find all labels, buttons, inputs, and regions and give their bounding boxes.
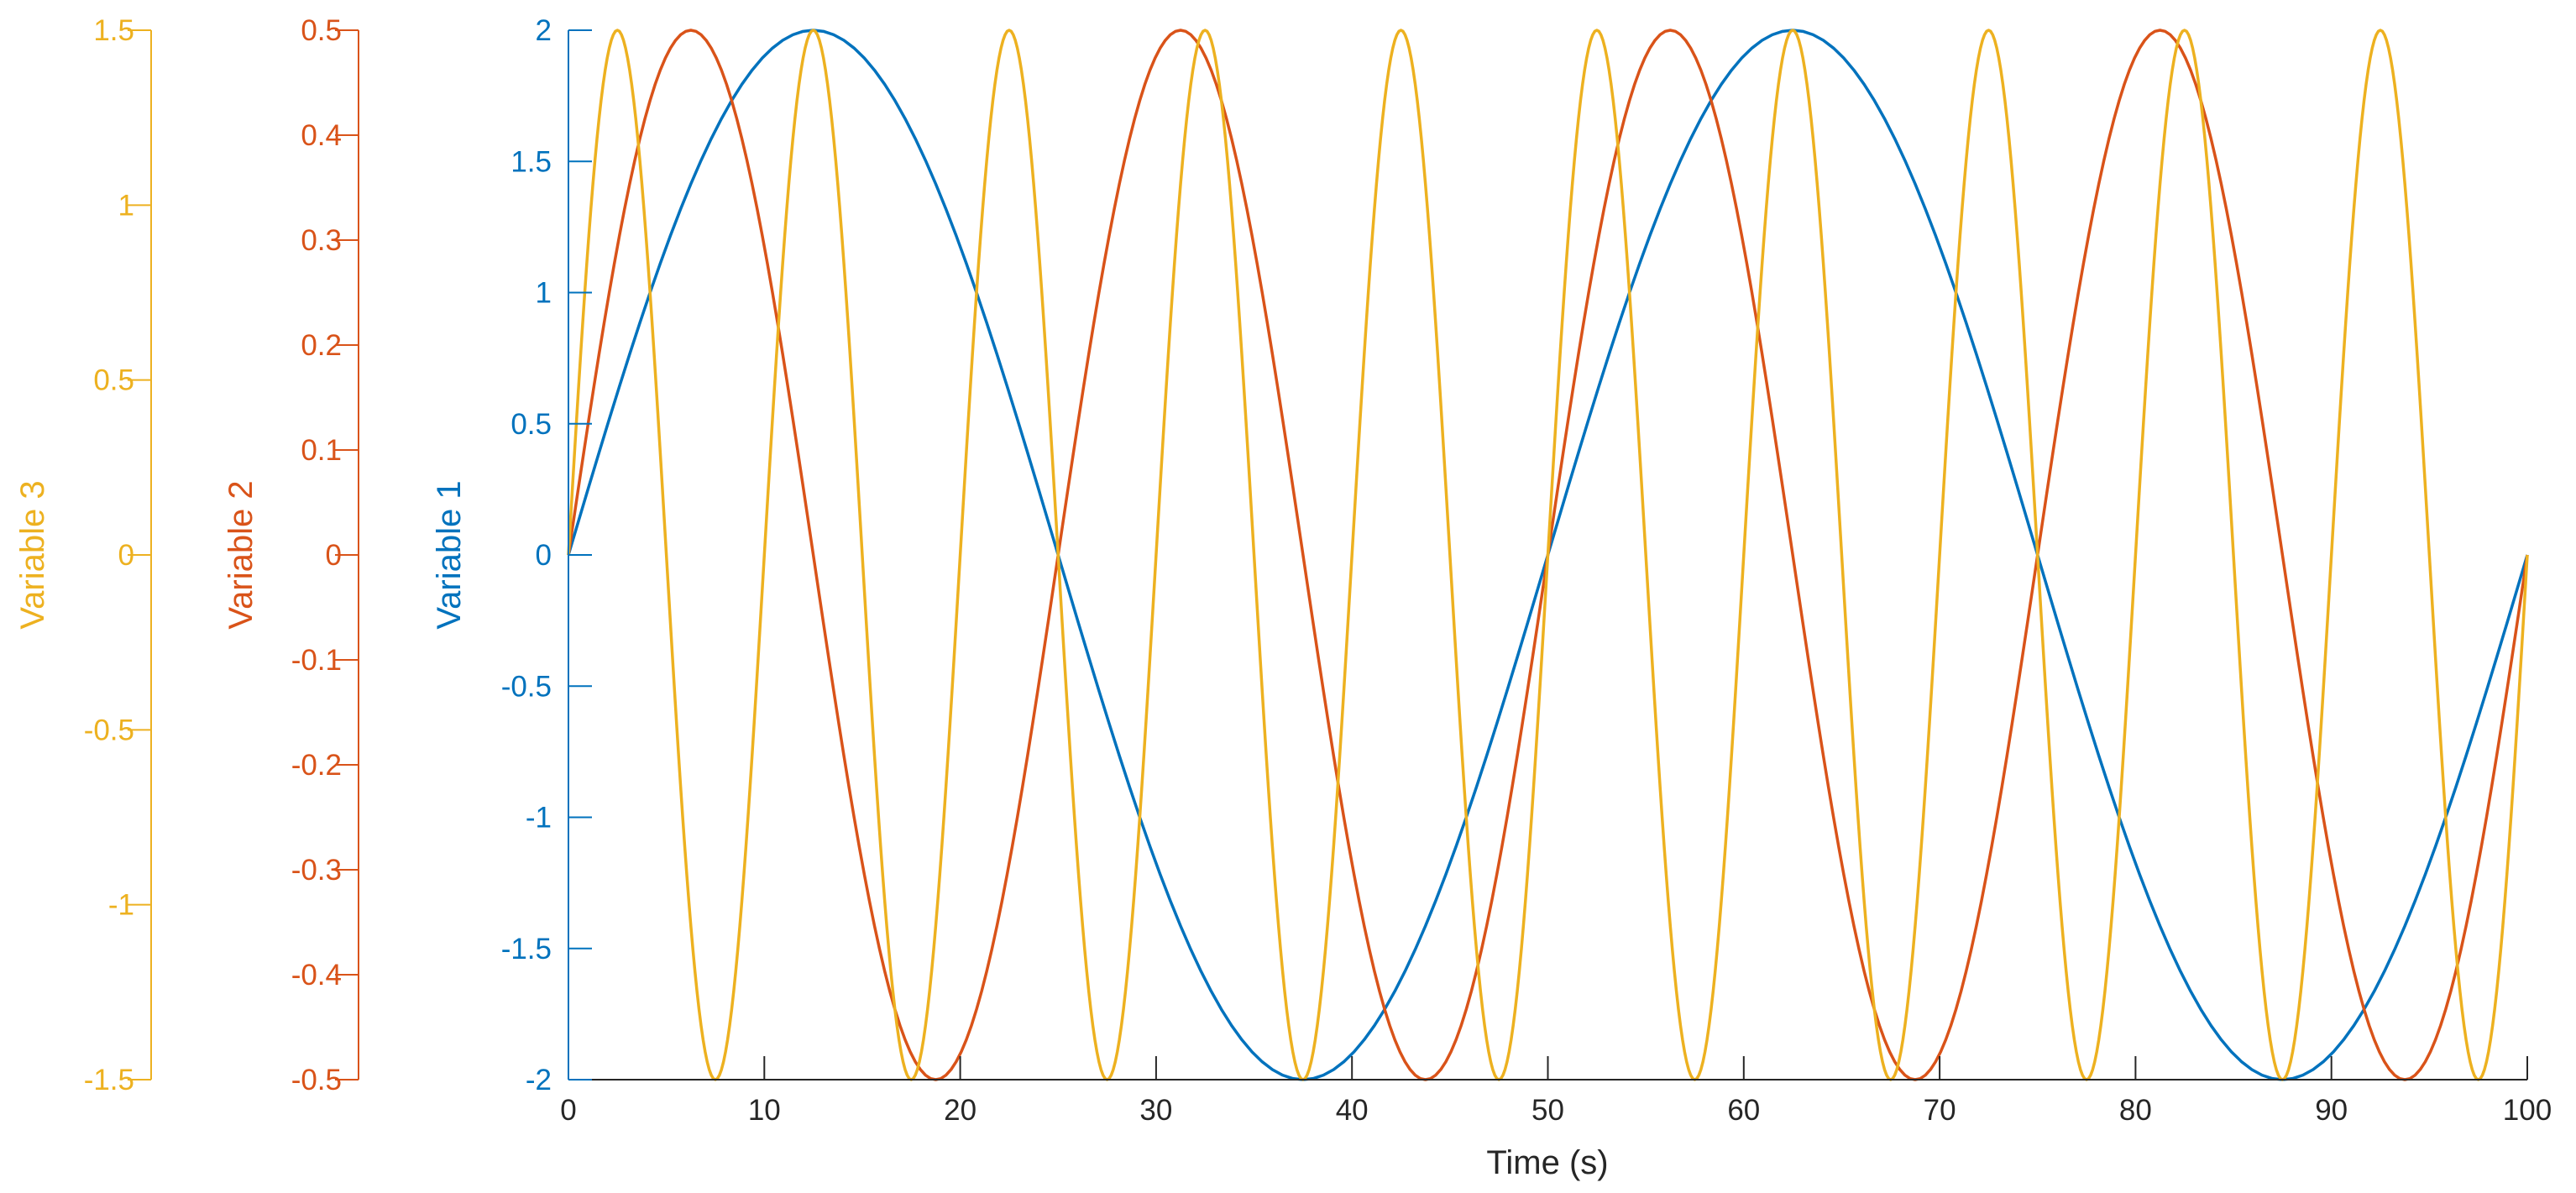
x-tick-label: 50 (1531, 1094, 1564, 1127)
x-tick-label: 40 (1336, 1094, 1369, 1127)
x-tick-label: 0 (560, 1094, 576, 1127)
x-tick-label: 10 (748, 1094, 781, 1127)
y-tick-label: 0.5 (93, 364, 134, 397)
y-tick-label: -0.4 (291, 959, 342, 992)
x-tick-label: 80 (2119, 1094, 2152, 1127)
series-line-3 (567, 29, 2529, 1081)
x-tick-label: 90 (2315, 1094, 2348, 1127)
x-tick-label: 100 (2503, 1094, 2552, 1127)
y-axis-label-1: Variable 1 (431, 480, 468, 629)
x-tick-label: 60 (1727, 1094, 1760, 1127)
x-tick-label: 20 (944, 1094, 976, 1127)
y-tick-label: 1 (118, 189, 134, 222)
y-tick-label: -0.5 (291, 1064, 342, 1096)
axis-layer: 0 10 20 30 40 50 60 70 80 90 100-2-1.5-1-0.500.511… (14, 14, 2552, 1127)
y-tick-label: 1 (536, 277, 552, 310)
y-tick-label: 1.5 (510, 145, 552, 178)
x-tick-label: 30 (1139, 1094, 1172, 1127)
y-axis-label-3: Variable 3 (14, 480, 51, 629)
y-tick-label: -1 (108, 889, 134, 922)
y-axis-label-2: Variable 2 (223, 480, 259, 629)
y-tick-label: 0.5 (301, 14, 342, 47)
y-tick-label: -0.5 (84, 714, 134, 746)
y-tick-label: -0.2 (291, 749, 342, 782)
y-tick-label: -0.3 (291, 854, 342, 887)
y-tick-label: 1.5 (93, 14, 134, 47)
x-axis-label: Time (s) (1486, 1144, 1608, 1181)
y-tick-label: 0.2 (301, 329, 342, 362)
y-tick-label: 0.3 (301, 224, 342, 257)
y-tick-label: 0.1 (301, 434, 342, 467)
y-tick-label: 0.4 (301, 119, 342, 152)
y-tick-label: 2 (536, 14, 552, 47)
y-tick-label: 0 (118, 539, 134, 572)
y-tick-label: 0 (536, 539, 552, 572)
y-tick-label: -0.1 (291, 644, 342, 677)
series-layer (567, 29, 2529, 1081)
y-tick-label: -1 (526, 802, 552, 835)
x-tick-label: 70 (1924, 1094, 1956, 1127)
y-tick-label: -1.5 (501, 933, 552, 965)
y-tick-label: 0 (326, 539, 342, 572)
y-tick-label: -2 (526, 1064, 552, 1096)
y-tick-label: -0.5 (501, 670, 552, 703)
y-tick-label: 0.5 (510, 408, 552, 441)
y-tick-label: -1.5 (84, 1064, 134, 1096)
